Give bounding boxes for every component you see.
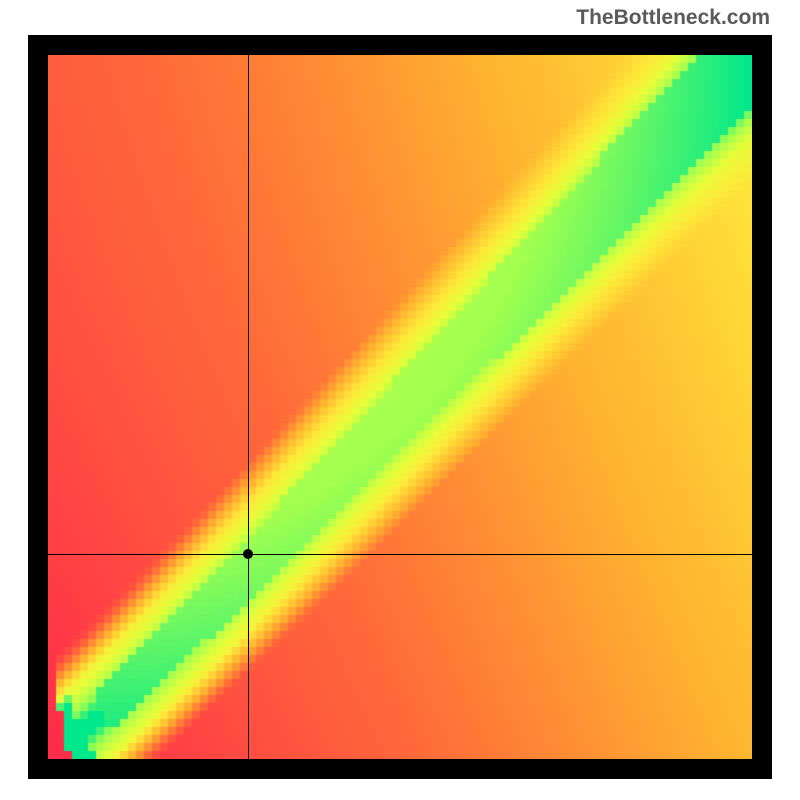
crosshair-vertical: [248, 55, 249, 759]
bottleneck-heatmap: [48, 55, 752, 759]
watermark-text: TheBottleneck.com: [576, 6, 770, 30]
crosshair-horizontal: [48, 554, 752, 555]
chart-frame: [28, 35, 772, 779]
crosshair-marker: [243, 549, 253, 559]
